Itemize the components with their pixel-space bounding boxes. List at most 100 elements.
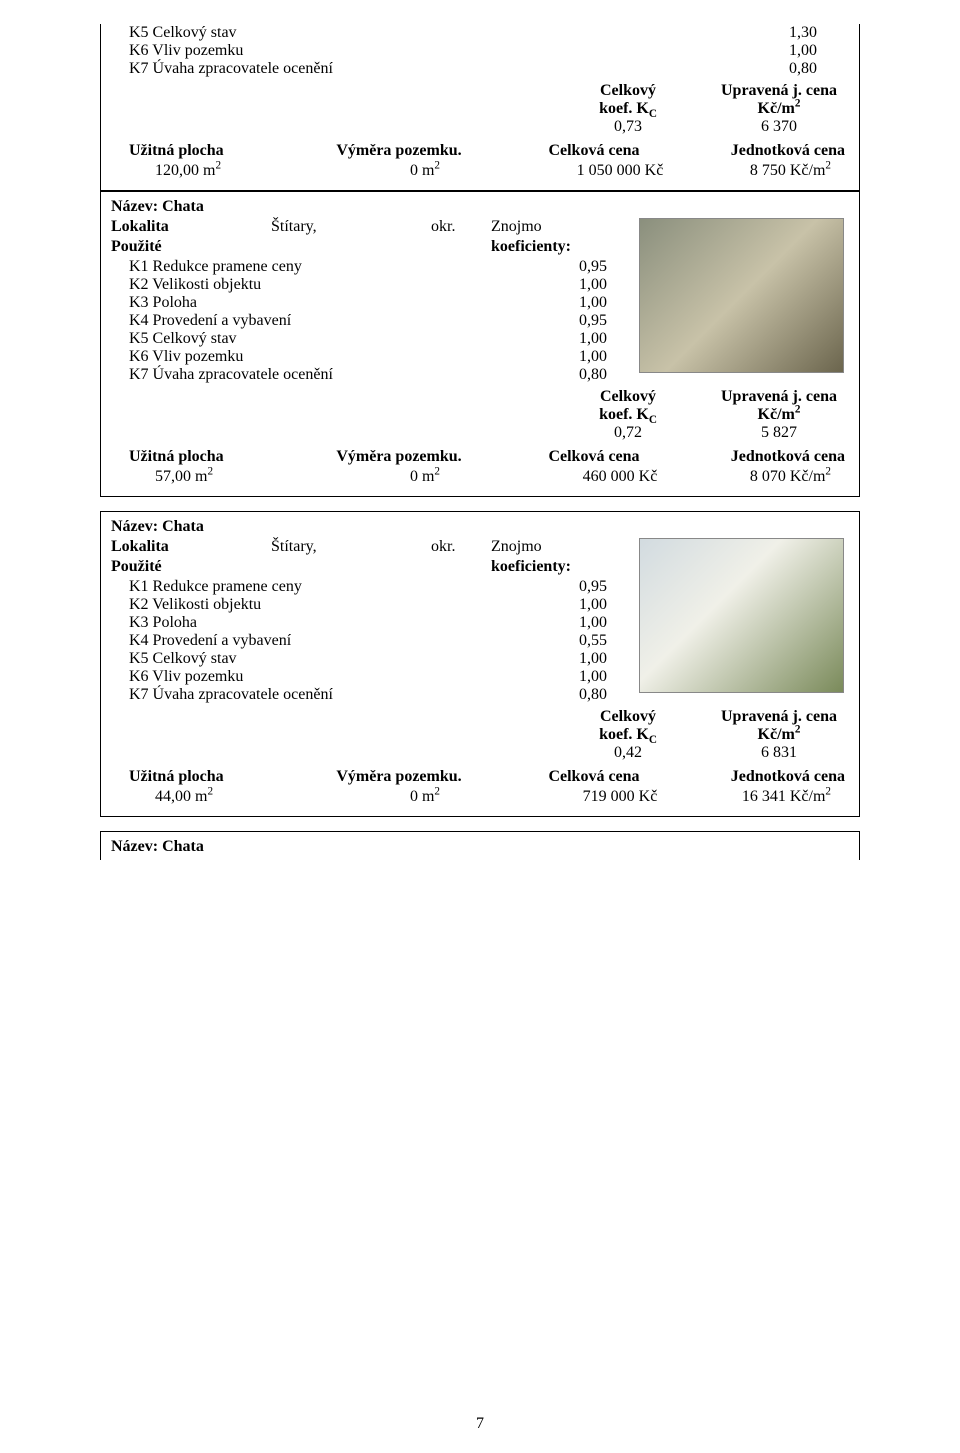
uprav-label: Upravená j. cena	[709, 388, 849, 406]
footer-headers: Užitná plocha Výměra pozemku. Celková ce…	[111, 142, 849, 160]
v-celkova: 460 000 Kč	[525, 468, 715, 486]
spacer	[431, 238, 491, 256]
coef-row-k4: K4 Provedení a vybavení0,55	[129, 632, 639, 650]
h-jednot: Jednotková cena	[689, 448, 849, 466]
v-celkova: 1 050 000 Kč	[525, 162, 715, 180]
summary-inner: Celkový koef. KC 0,42 Upravená j. cena K…	[583, 708, 849, 762]
coef-left: K5 Celkový stav 1,30 K6 Vliv pozemku 1,0…	[111, 24, 849, 180]
k5-label: K5 Celkový stav	[129, 650, 579, 668]
k3-val: 1,00	[579, 294, 639, 312]
coef-row-k3: K3 Poloha1,00	[129, 614, 639, 632]
kcm2-sup: 2	[795, 98, 801, 110]
v-jednot-text: 8 070 Kč/m	[750, 468, 826, 485]
k7-val: 0,80	[579, 366, 639, 384]
h-vymera: Výměra pozemku.	[299, 142, 499, 160]
k1-label: K1 Redukce pramene ceny	[129, 258, 579, 276]
pouzite-row: Použité koeficienty:	[111, 238, 639, 256]
v-uzitna-text: 120,00 m	[155, 162, 215, 179]
k3-val: 1,00	[579, 614, 639, 632]
coef-wrap: K5 Celkový stav 1,30 K6 Vliv pozemku 1,0…	[111, 24, 849, 180]
k1-label: K1 Redukce pramene ceny	[129, 578, 579, 596]
sup-2: 2	[434, 160, 440, 172]
district-value: Znojmo	[491, 218, 542, 236]
card-chata-3: Název: Chata	[100, 831, 860, 860]
koef-sub: C	[649, 734, 657, 746]
celkovy-col: Celkový koef. KC 0,73	[583, 82, 673, 136]
v-uzitna: 57,00 m2	[111, 468, 325, 486]
kcm2-sup: 2	[795, 724, 801, 736]
k5-val: 1,30	[789, 24, 849, 42]
koeficienty-label: koeficienty:	[491, 238, 571, 256]
k1-val: 0,95	[579, 258, 639, 276]
spacer	[271, 238, 431, 256]
v-vymera: 0 m2	[325, 788, 525, 806]
koef-sub: C	[649, 108, 657, 120]
lokalita-row: Lokalita Štítary, okr. Znojmo	[111, 538, 639, 556]
k3-label: K3 Poloha	[129, 294, 579, 312]
sup-2: 2	[207, 786, 213, 798]
uprav-val: 6 370	[709, 118, 849, 136]
spacer	[431, 558, 491, 576]
pouzite-label: Použité	[111, 558, 271, 576]
celkovy-label: Celkový	[583, 388, 673, 406]
card-title: Název: Chata	[111, 838, 849, 856]
coef-row-k1: K1 Redukce pramene ceny0,95	[129, 258, 639, 276]
v-uzitna: 120,00 m2	[111, 162, 325, 180]
k5-val: 1,00	[579, 330, 639, 348]
koef-label: koef. KC	[583, 406, 673, 424]
celkovy-col: Celkový koef. KC 0,42	[583, 708, 673, 762]
sup-2: 2	[825, 160, 831, 172]
kcm2-label: Kč/m2	[709, 726, 849, 744]
card-chata-1: Název: Chata Lokalita Štítary, okr. Znoj…	[100, 191, 860, 497]
k5-label: K5 Celkový stav	[129, 24, 789, 42]
kcm2-text: Kč/m	[758, 406, 795, 423]
k7-label: K7 Úvaha zpracovatele ocenění	[129, 60, 789, 78]
k6-label: K6 Vliv pozemku	[129, 42, 789, 60]
v-vymera-text: 0 m	[410, 162, 434, 179]
spacer	[271, 558, 431, 576]
k2-label: K2 Velikosti objektu	[129, 276, 579, 294]
footer-values: 44,00 m2 0 m2 719 000 Kč 16 341 Kč/m2	[111, 788, 849, 806]
k4-label: K4 Provedení a vybavení	[129, 632, 579, 650]
uprav-col: Upravená j. cena Kč/m2 6 831	[709, 708, 849, 762]
k6-val: 1,00	[789, 42, 849, 60]
celkovy-label: Celkový	[583, 82, 673, 100]
k4-val: 0,55	[579, 632, 639, 650]
lokalita-value: Štítary,	[271, 218, 431, 236]
lokalita-label: Lokalita	[111, 218, 271, 236]
property-image	[639, 538, 844, 693]
h-jednot: Jednotková cena	[689, 142, 849, 160]
card-right	[639, 538, 849, 704]
koeficienty-label: koeficienty:	[491, 558, 571, 576]
k6-label: K6 Vliv pozemku	[129, 668, 579, 686]
koef-label-text: koef. K	[599, 726, 649, 743]
coef-row-k2: K2 Velikosti objektu1,00	[129, 596, 639, 614]
card-left: Lokalita Štítary, okr. Znojmo Použité ko…	[111, 218, 639, 384]
card-chata-2: Název: Chata Lokalita Štítary, okr. Znoj…	[100, 511, 860, 817]
coef-row-k5: K5 Celkový stav 1,30	[129, 24, 849, 42]
coef-row-k1: K1 Redukce pramene ceny0,95	[129, 578, 639, 596]
sup-2: 2	[215, 160, 221, 172]
coef-row-k7: K7 Úvaha zpracovatele ocenění0,80	[129, 366, 639, 384]
v-vymera-text: 0 m	[410, 788, 434, 805]
summary-block: Celkový koef. KC 0,72 Upravená j. cena K…	[111, 388, 849, 442]
pouzite-row: Použité koeficienty:	[111, 558, 639, 576]
k4-label: K4 Provedení a vybavení	[129, 312, 579, 330]
koef-label: koef. KC	[583, 726, 673, 744]
coef-row-k3: K3 Poloha1,00	[129, 294, 639, 312]
h-uzitna: Užitná plocha	[111, 142, 299, 160]
v-jednot: 16 341 Kč/m2	[715, 788, 849, 806]
summary-block: Celkový koef. KC 0,42 Upravená j. cena K…	[111, 708, 849, 762]
koef-val: 0,72	[583, 424, 673, 442]
card-body: Lokalita Štítary, okr. Znojmo Použité ko…	[111, 218, 849, 384]
kcm2-label: Kč/m2	[709, 406, 849, 424]
kcm2-label: Kč/m2	[709, 100, 849, 118]
h-uzitna: Užitná plocha	[111, 448, 299, 466]
h-vymera: Výměra pozemku.	[299, 768, 499, 786]
card-body: Lokalita Štítary, okr. Znojmo Použité ko…	[111, 538, 849, 704]
summary-inner: Celkový koef. KC 0,73 Upravená j. cena K…	[583, 82, 849, 136]
koef-label-text: koef. K	[599, 406, 649, 423]
uprav-col: Upravená j. cena Kč/m2 5 827	[709, 388, 849, 442]
coef-row-k4: K4 Provedení a vybavení0,95	[129, 312, 639, 330]
card-right	[639, 218, 849, 384]
